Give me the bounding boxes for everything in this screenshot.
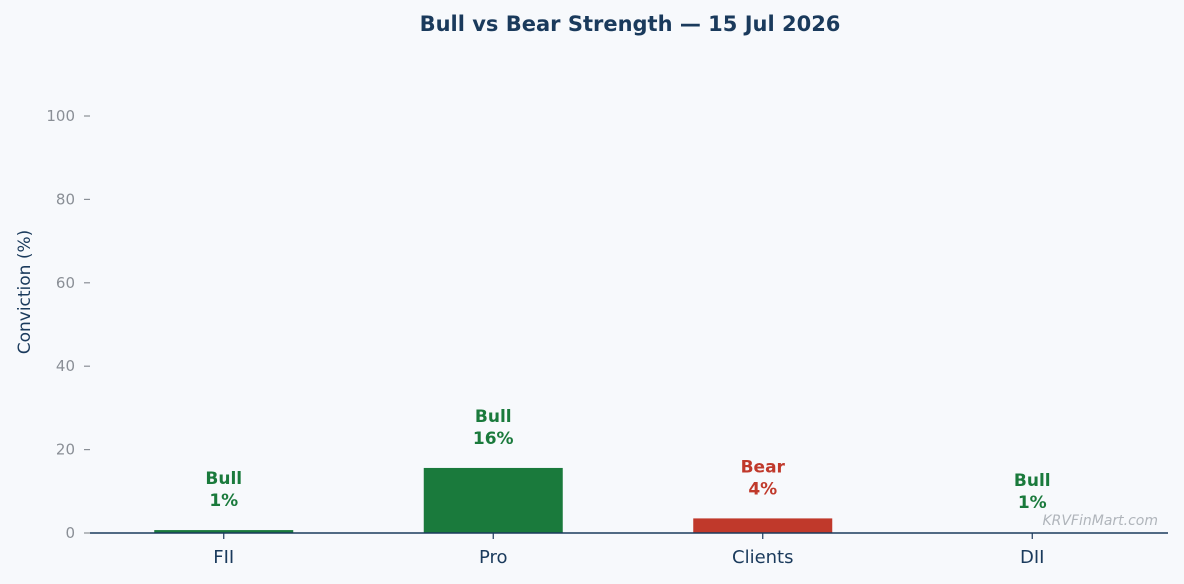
bar-clients — [693, 518, 833, 533]
x-tick-label: Clients — [732, 547, 794, 568]
bar-label-pct: 1% — [209, 491, 238, 511]
y-axis-label: Conviction (%) — [15, 230, 35, 355]
bars — [154, 467, 1102, 533]
bar-label-sentiment: Bull — [205, 469, 242, 489]
bar-label-pct: 16% — [473, 429, 514, 449]
y-tick-label: 40 — [56, 357, 75, 375]
bar-pro — [423, 467, 563, 533]
y-tick-label: 60 — [56, 274, 75, 292]
bar-label-sentiment: Bull — [475, 407, 512, 427]
bar-label-sentiment: Bear — [741, 457, 786, 477]
y-tick-label: 80 — [56, 190, 75, 208]
bar-label-sentiment: Bull — [1014, 471, 1051, 491]
bar-fii — [154, 530, 294, 533]
y-axis: 0 20 40 60 80 100 — [46, 107, 90, 542]
y-tick-label: 100 — [46, 107, 75, 125]
x-axis: FII Pro Clients DII — [90, 532, 1168, 568]
x-tick-label: Pro — [479, 547, 508, 568]
x-tick-label: FII — [213, 547, 234, 568]
y-tick-label: 20 — [56, 441, 75, 459]
y-tick-label: 0 — [65, 524, 75, 542]
bar-label-pct: 4% — [748, 479, 777, 499]
x-tick-label: DII — [1020, 547, 1044, 568]
watermark: KRVFinMart.com — [1042, 513, 1158, 529]
chart-title: Bull vs Bear Strength — 15 Jul 2026 — [420, 12, 841, 36]
bar-label-pct: 1% — [1018, 493, 1047, 513]
